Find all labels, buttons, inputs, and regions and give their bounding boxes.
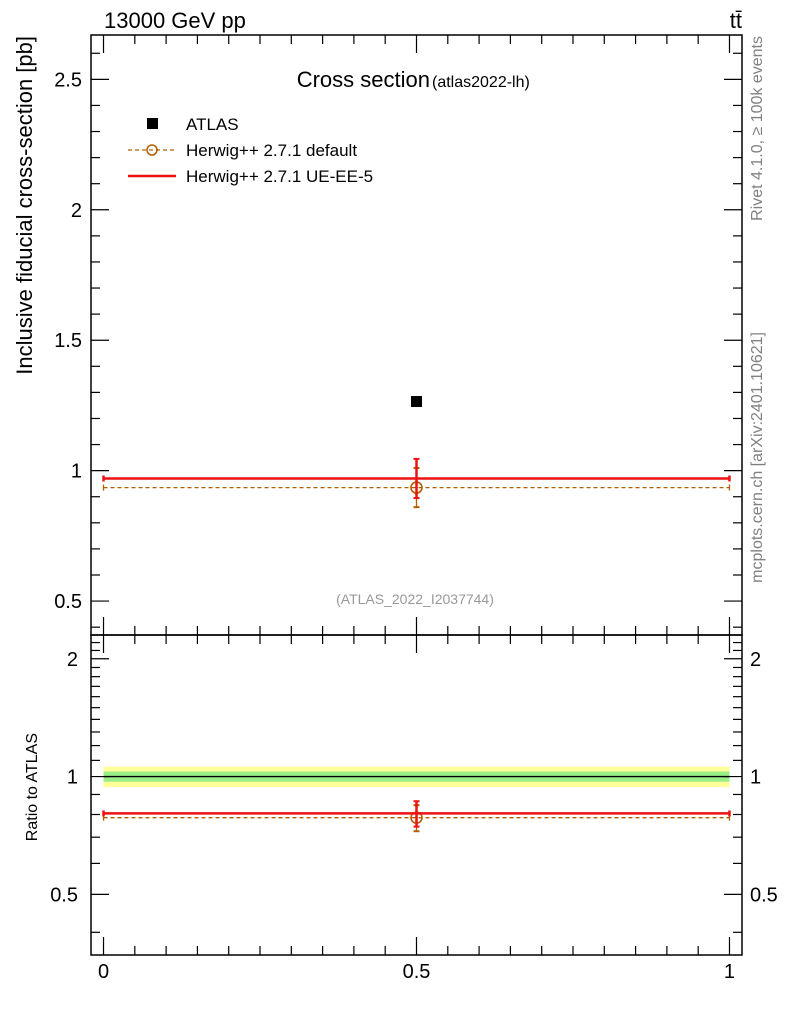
legend-label-atlas: ATLAS [186, 115, 239, 134]
ratio-panel: 0.5 0.5 1 1 2 2 0 0.5 1 Ratio to ATLAS [24, 634, 778, 983]
main-ytick-label: 1.5 [54, 330, 82, 352]
energy-label: 13000 GeV pp [104, 8, 246, 33]
source-label: mcplots.cern.ch [arXiv:2401.10621] [749, 332, 766, 583]
main-ylabel: Inclusive fiducial cross-section [pb] [12, 36, 37, 375]
ratio-ytick-label: 2 [67, 649, 78, 671]
ratio-frame [90, 634, 743, 956]
xtick-label: 0 [98, 961, 109, 983]
xtick-label: 0.5 [403, 961, 431, 983]
chart-title: Cross section [297, 67, 430, 92]
analysis-watermark: (ATLAS_2022_I2037744) [336, 591, 494, 607]
atlas-data-point [411, 396, 422, 408]
main-ytick-label: 0.5 [54, 591, 82, 613]
ratio-ytick-label-right: 2 [750, 649, 761, 671]
legend: ATLAS Herwig++ 2.7.1 default Herwig++ 2.… [128, 115, 373, 186]
main-ytick-label: 2 [71, 200, 82, 222]
xtick-label: 1 [724, 961, 735, 983]
legend-label-ueee5: Herwig++ 2.7.1 UE-EE-5 [186, 167, 373, 186]
main-panel: 0.5 1 1.5 2 2.5 Inclusive fiducial cross-sec… [12, 34, 743, 636]
ratio-ylabel: Ratio to ATLAS [24, 733, 41, 841]
rivet-version-label: Rivet 4.1.0, ≥ 100k events [749, 36, 766, 221]
ratio-ytick-label: 0.5 [50, 884, 78, 906]
legend-label-default: Herwig++ 2.7.1 default [186, 141, 357, 160]
legend-marker-default [146, 144, 158, 156]
ratio-ytick-label-right: 1 [750, 767, 761, 789]
legend-marker-atlas [147, 118, 158, 129]
ratio-ytick-label: 1 [67, 767, 78, 789]
main-ytick-label: 1 [71, 461, 82, 483]
process-label: tt̄ [730, 8, 742, 33]
main-ytick-label: 2.5 [54, 69, 82, 91]
chart-subtitle: (atlas2022-lh) [432, 74, 530, 91]
ratio-ytick-label-right: 0.5 [750, 884, 778, 906]
